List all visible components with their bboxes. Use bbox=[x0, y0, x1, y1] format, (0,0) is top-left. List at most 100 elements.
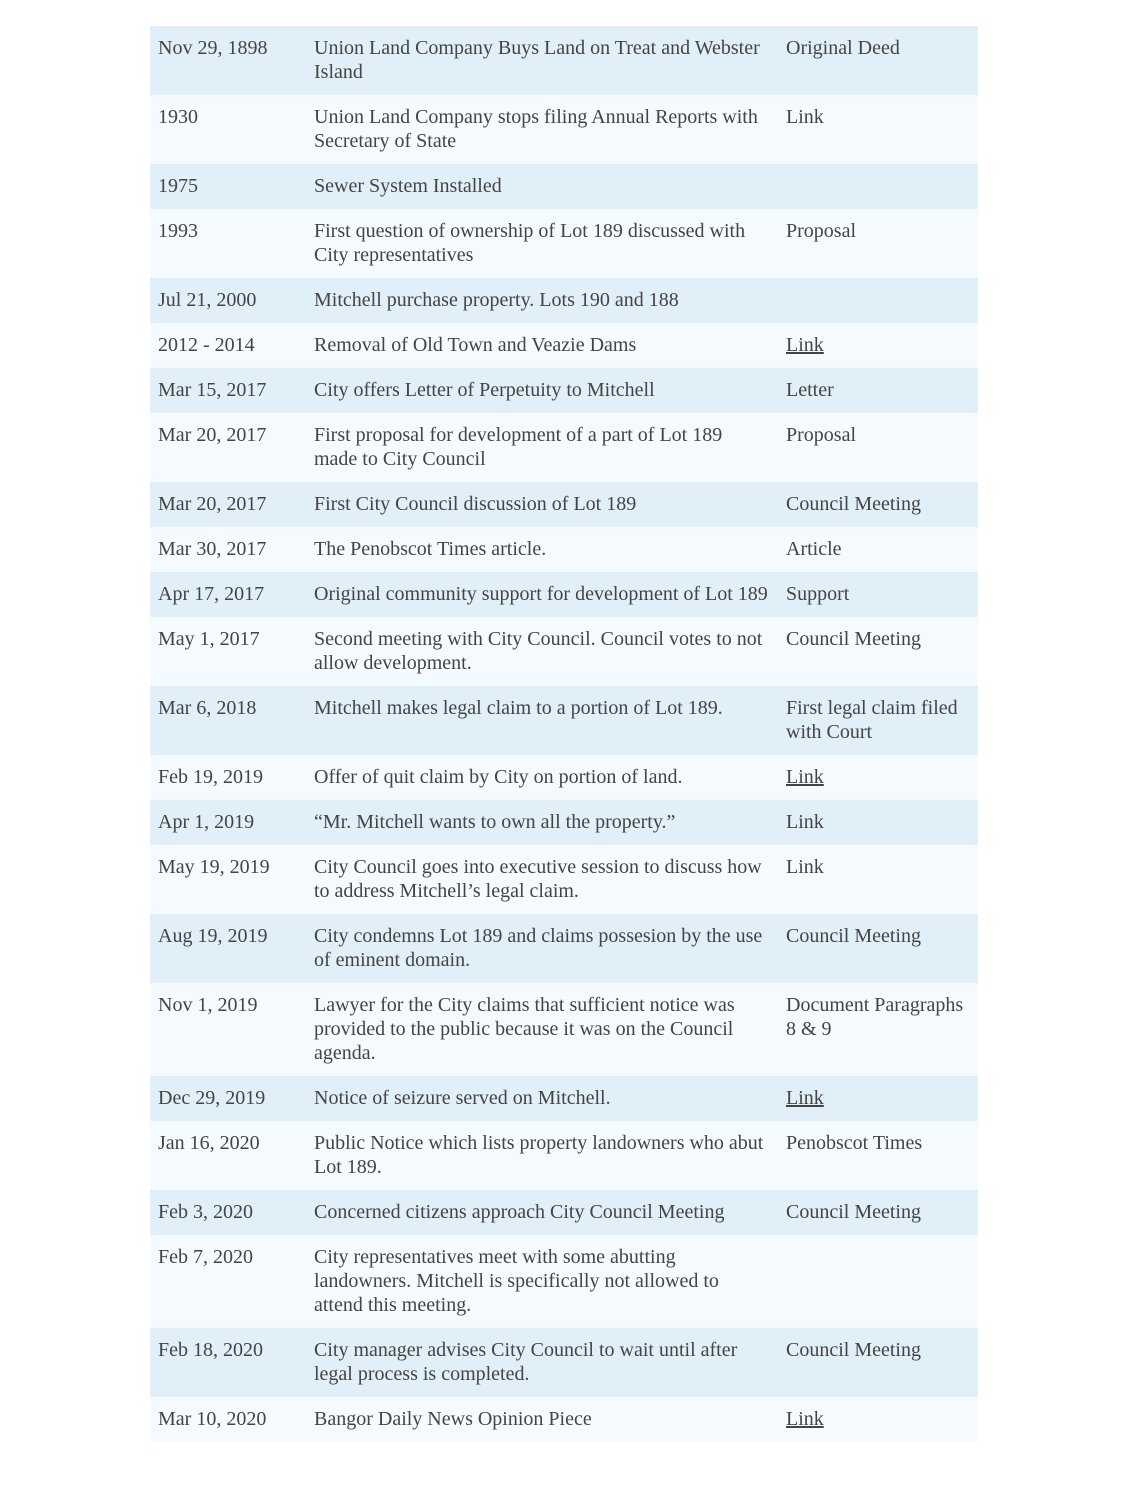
timeline-row: Mar 30, 2017 The Penobscot Times article.… bbox=[150, 527, 978, 572]
source-cell: Council Meeting bbox=[786, 1201, 921, 1223]
date-cell: Mar 30, 2017 bbox=[158, 538, 267, 560]
event-cell: City representatives meet with some abut… bbox=[314, 1246, 719, 1316]
event-cell: Bangor Daily News Opinion Piece bbox=[314, 1408, 592, 1430]
source-cell: Document Paragraphs 8 & 9 bbox=[786, 994, 964, 1040]
event-cell: Lawyer for the City claims that sufficie… bbox=[314, 994, 735, 1064]
event-cell: Sewer System Installed bbox=[314, 175, 502, 197]
source-cell: Support bbox=[786, 583, 850, 605]
timeline-row: Feb 18, 2020 City manager advises City Co… bbox=[150, 1328, 978, 1397]
timeline-row: 2012 - 2014 Removal of Old Town and Veazi… bbox=[150, 323, 978, 368]
timeline-row: Apr 17, 2017 Original community support f… bbox=[150, 572, 978, 617]
event-cell: Concerned citizens approach City Council… bbox=[314, 1201, 725, 1223]
date-cell: 1993 bbox=[158, 220, 198, 242]
date-cell: Feb 7, 2020 bbox=[158, 1246, 253, 1268]
timeline-row: May 19, 2019 City Council goes into execu… bbox=[150, 845, 978, 914]
date-cell: Mar 15, 2017 bbox=[158, 379, 267, 401]
timeline-row: Dec 29, 2019 Notice of seizure served on … bbox=[150, 1076, 978, 1121]
source-cell: Penobscot Times bbox=[786, 1132, 923, 1154]
source-cell bbox=[778, 1235, 978, 1328]
timeline-row: Mar 10, 2020 Bangor Daily News Opinion Pi… bbox=[150, 1397, 978, 1442]
event-cell: City manager advises City Council to wai… bbox=[314, 1339, 738, 1385]
event-cell: First City Council discussion of Lot 189 bbox=[314, 493, 637, 515]
date-cell: Mar 20, 2017 bbox=[158, 493, 267, 515]
source-link[interactable]: Link bbox=[786, 334, 824, 356]
event-cell: Union Land Company Buys Land on Treat an… bbox=[314, 37, 760, 83]
date-cell: Dec 29, 2019 bbox=[158, 1087, 266, 1109]
date-cell: May 1, 2017 bbox=[158, 628, 260, 650]
source-cell: Council Meeting bbox=[786, 628, 921, 650]
source-cell: Letter bbox=[786, 379, 834, 401]
timeline-row: 1975 Sewer System Installed bbox=[150, 164, 978, 209]
source-cell: Council Meeting bbox=[786, 925, 921, 947]
date-cell: Jan 16, 2020 bbox=[158, 1132, 260, 1154]
source-cell: Original Deed bbox=[786, 37, 900, 59]
event-cell: Removal of Old Town and Veazie Dams bbox=[314, 334, 637, 356]
source-cell: Link bbox=[778, 323, 978, 368]
timeline-row: Mar 20, 2017 First proposal for developme… bbox=[150, 413, 978, 482]
event-cell: Mitchell purchase property. Lots 190 and… bbox=[314, 289, 679, 311]
event-cell: Offer of quit claim by City on portion o… bbox=[314, 766, 683, 788]
date-cell: Apr 1, 2019 bbox=[158, 811, 255, 833]
source-cell: Article bbox=[786, 538, 842, 560]
timeline-row: May 1, 2017 Second meeting with City Coun… bbox=[150, 617, 978, 686]
date-cell: 1975 bbox=[158, 175, 198, 197]
source-cell: Proposal bbox=[786, 220, 856, 242]
event-cell: City Council goes into executive session… bbox=[314, 856, 762, 902]
timeline-row: Feb 3, 2020 Concerned citizens approach C… bbox=[150, 1190, 978, 1235]
timeline-row: Nov 1, 2019 Lawyer for the City claims th… bbox=[150, 983, 978, 1076]
timeline-row: Feb 19, 2019 Offer of quit claim by City … bbox=[150, 755, 978, 800]
source-cell: Link bbox=[786, 811, 824, 833]
source-cell bbox=[778, 278, 978, 323]
event-cell: Second meeting with City Council. Counci… bbox=[314, 628, 763, 674]
timeline-row: Aug 19, 2019 City condemns Lot 189 and cl… bbox=[150, 914, 978, 983]
event-cell: Mitchell makes legal claim to a portion … bbox=[314, 697, 723, 719]
source-cell: Link bbox=[778, 1397, 978, 1442]
timeline-row: Nov 29, 1898 Union Land Company Buys Land… bbox=[150, 26, 978, 95]
source-cell: Link bbox=[786, 856, 824, 878]
source-cell: Council Meeting bbox=[786, 1339, 921, 1361]
date-cell: Jul 21, 2000 bbox=[158, 289, 257, 311]
date-cell: Apr 17, 2017 bbox=[158, 583, 265, 605]
event-cell: City condemns Lot 189 and claims possesi… bbox=[314, 925, 763, 971]
date-cell: Feb 19, 2019 bbox=[158, 766, 263, 788]
source-link[interactable]: Link bbox=[786, 1408, 824, 1430]
source-cell: Link bbox=[778, 1076, 978, 1121]
source-link[interactable]: Link bbox=[786, 1087, 824, 1109]
source-cell: Link bbox=[778, 755, 978, 800]
date-cell: Nov 29, 1898 bbox=[158, 37, 268, 59]
timeline-row: 1930 Union Land Company stops filing Annu… bbox=[150, 95, 978, 164]
timeline-row: 1993 First question of ownership of Lot 1… bbox=[150, 209, 978, 278]
source-cell: Proposal bbox=[786, 424, 856, 446]
timeline-row: Mar 20, 2017 First City Council discussio… bbox=[150, 482, 978, 527]
timeline-row: Jul 21, 2000 Mitchell purchase property. … bbox=[150, 278, 978, 323]
timeline-table: Nov 29, 1898 Union Land Company Buys Land… bbox=[150, 26, 978, 1442]
event-cell: The Penobscot Times article. bbox=[314, 538, 547, 560]
event-cell: Public Notice which lists property lando… bbox=[314, 1132, 764, 1178]
date-cell: 2012 - 2014 bbox=[158, 334, 255, 356]
event-cell: First question of ownership of Lot 189 d… bbox=[314, 220, 746, 266]
source-cell bbox=[778, 164, 978, 209]
event-cell: Original community support for developme… bbox=[314, 583, 768, 605]
event-cell: City offers Letter of Perpetuity to Mitc… bbox=[314, 379, 655, 401]
event-cell: First proposal for development of a part… bbox=[314, 424, 723, 470]
date-cell: Feb 18, 2020 bbox=[158, 1339, 263, 1361]
event-cell: Union Land Company stops filing Annual R… bbox=[314, 106, 758, 152]
date-cell: Mar 10, 2020 bbox=[158, 1408, 267, 1430]
source-link[interactable]: Link bbox=[786, 766, 824, 788]
timeline-row: Apr 1, 2019 “Mr. Mitchell wants to own al… bbox=[150, 800, 978, 845]
date-cell: Aug 19, 2019 bbox=[158, 925, 268, 947]
event-cell: Notice of seizure served on Mitchell. bbox=[314, 1087, 611, 1109]
date-cell: 1930 bbox=[158, 106, 198, 128]
date-cell: Feb 3, 2020 bbox=[158, 1201, 253, 1223]
date-cell: Mar 6, 2018 bbox=[158, 697, 257, 719]
source-cell: First legal claim filed with Court bbox=[786, 697, 958, 743]
date-cell: May 19, 2019 bbox=[158, 856, 270, 878]
source-cell: Council Meeting bbox=[786, 493, 921, 515]
timeline-row: Jan 16, 2020 Public Notice which lists pr… bbox=[150, 1121, 978, 1190]
timeline-row: Mar 15, 2017 City offers Letter of Perpet… bbox=[150, 368, 978, 413]
source-cell: Link bbox=[786, 106, 824, 128]
event-cell: “Mr. Mitchell wants to own all the prope… bbox=[314, 811, 676, 833]
date-cell: Nov 1, 2019 bbox=[158, 994, 258, 1016]
date-cell: Mar 20, 2017 bbox=[158, 424, 267, 446]
timeline-row: Feb 7, 2020 City representatives meet wit… bbox=[150, 1235, 978, 1328]
